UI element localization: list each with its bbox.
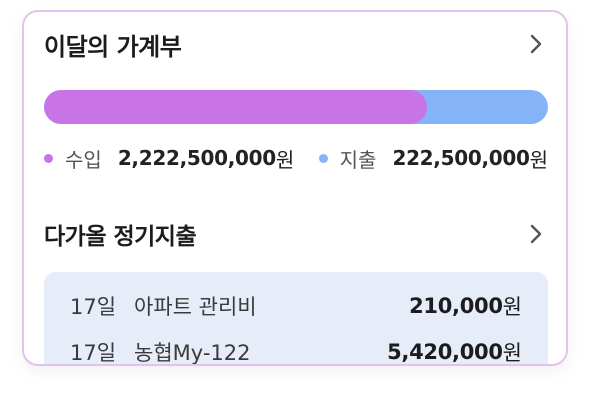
expense-legend: 지출 222,500,000 원 [318, 144, 548, 173]
expense-label: 지출 [339, 147, 377, 172]
expense-name: 농협My-122 [134, 341, 251, 365]
expense-day: 17일 [70, 341, 117, 365]
income-unit: 원 [275, 147, 295, 172]
expense-unit: 원 [502, 295, 522, 319]
income-dot-icon [44, 153, 53, 163]
chevron-right-icon[interactable] [524, 222, 548, 246]
income-expense-bar [44, 90, 548, 124]
monthly-ledger-header[interactable]: 이달의 가계부 [44, 24, 548, 64]
expense-amount: 210,000 [409, 294, 503, 318]
upcoming-expenses-header[interactable]: 다가올 정기지출 [44, 214, 548, 254]
chevron-right-icon[interactable] [524, 32, 548, 56]
income-amount: 2,222,500,000 [117, 146, 276, 170]
ledger-card: 이달의 가계부 수입 2,222,500,000 원 지출 222,500,000… [22, 10, 568, 366]
income-bar-fill [44, 90, 428, 124]
expense-amount: 222,500,000 [392, 146, 530, 170]
expense-name: 아파트 관리비 [134, 295, 257, 319]
income-label: 수입 [65, 147, 102, 172]
monthly-ledger-title: 이달의 가계부 [44, 32, 182, 61]
upcoming-expenses-list: 17일 아파트 관리비 210,000 원 17일 농협My-122 5,420,… [44, 272, 548, 365]
list-item[interactable]: 17일 아파트 관리비 210,000 원 [70, 290, 522, 322]
expense-amount: 5,420,000 [387, 340, 503, 364]
upcoming-expenses-title: 다가올 정기지출 [44, 224, 197, 250]
expense-unit: 원 [529, 147, 548, 172]
expense-dot-icon [318, 153, 328, 163]
income-expense-legend: 수입 2,222,500,000 원 지출 222,500,000 원 [44, 142, 548, 174]
income-legend: 수입 2,222,500,000 원 [44, 144, 294, 173]
list-item[interactable]: 17일 농협My-122 5,420,000 원 [70, 336, 522, 365]
expense-unit: 원 [502, 341, 522, 365]
expense-day: 17일 [70, 295, 117, 319]
